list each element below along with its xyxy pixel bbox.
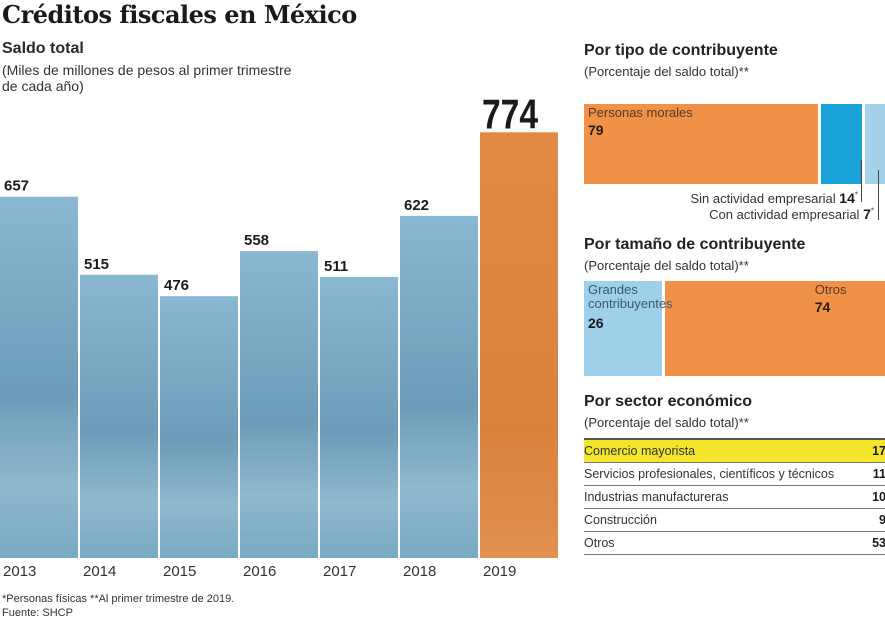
segment-label: Personas morales bbox=[588, 105, 693, 120]
sector-table: Comercio mayorista 17 Servicios profesio… bbox=[584, 438, 885, 555]
bar-value-label-2017: 511 bbox=[324, 258, 348, 275]
leader-line-sin bbox=[861, 160, 862, 202]
tipo-note: (Porcentaje del saldo total)** bbox=[584, 64, 749, 79]
tamano-segment-otros: Otros 74 bbox=[664, 281, 885, 376]
x-tick-label-2013: 2013 bbox=[3, 563, 36, 580]
table-row: Otros 53 bbox=[584, 531, 885, 555]
tamano-stacked-bar: Grandes contribuyentes 26 Otros 74 bbox=[584, 281, 885, 376]
sector-label: Industrias manufactureras bbox=[584, 485, 871, 509]
table-row: Industrias manufactureras 10 bbox=[584, 485, 885, 509]
table-row: Construcción 9 bbox=[584, 508, 885, 532]
sector-note: (Porcentaje del saldo total)** bbox=[584, 415, 749, 430]
footnote: *Personas físicas **Al primer trimestre … bbox=[2, 592, 234, 620]
sector-label: Comercio mayorista bbox=[584, 438, 871, 463]
segment-label: Grandes contribuyentes bbox=[588, 282, 673, 311]
table-row: Servicios profesionales, científicos y t… bbox=[584, 462, 885, 486]
sector-label: Otros bbox=[584, 531, 871, 555]
label-sin-actividad: Sin actividad empresarial 14* bbox=[690, 190, 858, 206]
bar-value-label-2015: 476 bbox=[164, 277, 189, 294]
sector-value: 11 bbox=[870, 462, 885, 486]
x-tick-label-2018: 2018 bbox=[403, 563, 436, 580]
bars-layer: 657 2013 515 2014 476 2015 558 2016 511 2017 622 20… bbox=[0, 92, 558, 580]
bar-2014 bbox=[80, 274, 158, 558]
bar-2017 bbox=[320, 276, 398, 558]
bar-value-label-2014: 515 bbox=[84, 256, 109, 273]
bar-value-label-2019: 774 bbox=[482, 92, 538, 138]
bar-value-label-2016: 558 bbox=[244, 232, 269, 249]
bar-value-label-2013: 657 bbox=[4, 178, 29, 195]
sector-title: Por sector económico bbox=[584, 393, 753, 410]
x-tick-label-2017: 2017 bbox=[323, 563, 356, 580]
sector-label: Construcción bbox=[584, 508, 871, 532]
tipo-stacked-bar: Personas morales 79 bbox=[584, 104, 885, 184]
tamano-segment-grandes: Grandes contribuyentes 26 bbox=[584, 281, 673, 376]
bar-2018 bbox=[400, 215, 478, 558]
bar-2019 bbox=[480, 132, 558, 559]
sector-label: Servicios profesionales, científicos y t… bbox=[584, 462, 871, 486]
bar-2016 bbox=[240, 251, 318, 558]
leader-line-con bbox=[878, 170, 879, 220]
bar-2015 bbox=[160, 296, 238, 558]
chart-title: Saldo total bbox=[2, 40, 84, 57]
sector-value: 17 bbox=[870, 438, 885, 463]
bar-2013 bbox=[0, 196, 78, 558]
bar-value-label-2018: 622 bbox=[404, 197, 429, 214]
tamano-note: (Porcentaje del saldo total)** bbox=[584, 258, 749, 273]
x-tick-label-2019: 2019 bbox=[483, 563, 516, 580]
tipo-segment-personas-morales: Personas morales 79 bbox=[584, 104, 818, 184]
table-row: Comercio mayorista 17 bbox=[584, 438, 885, 463]
segment-label: Otros bbox=[814, 282, 847, 297]
sector-value: 53 bbox=[870, 531, 885, 555]
segment-value: 74 bbox=[814, 299, 831, 315]
x-tick-label-2015: 2015 bbox=[163, 563, 196, 580]
x-tick-label-2016: 2016 bbox=[243, 563, 276, 580]
x-tick-label-2014: 2014 bbox=[83, 563, 116, 580]
label-con-actividad: Con actividad empresarial 7* bbox=[709, 206, 874, 222]
segment-value: 26 bbox=[588, 315, 604, 331]
tipo-segment-sin-actividad bbox=[820, 104, 863, 184]
page-title: Créditos fiscales en México bbox=[2, 0, 357, 29]
segment-value: 79 bbox=[588, 122, 604, 138]
tipo-title: Por tipo de contribuyente bbox=[584, 42, 778, 59]
tipo-segment-con-actividad bbox=[865, 104, 885, 184]
tamano-title: Por tamaño de contribuyente bbox=[584, 236, 806, 253]
footnote-notes: *Personas físicas **Al primer trimestre … bbox=[2, 593, 235, 605]
sector-value: 9 bbox=[870, 508, 885, 532]
chart-subtitle: (Miles de millones de pesos al primer tr… bbox=[2, 62, 292, 94]
footnote-source: Fuente: SHCP bbox=[2, 607, 73, 619]
sector-value: 10 bbox=[870, 485, 885, 509]
